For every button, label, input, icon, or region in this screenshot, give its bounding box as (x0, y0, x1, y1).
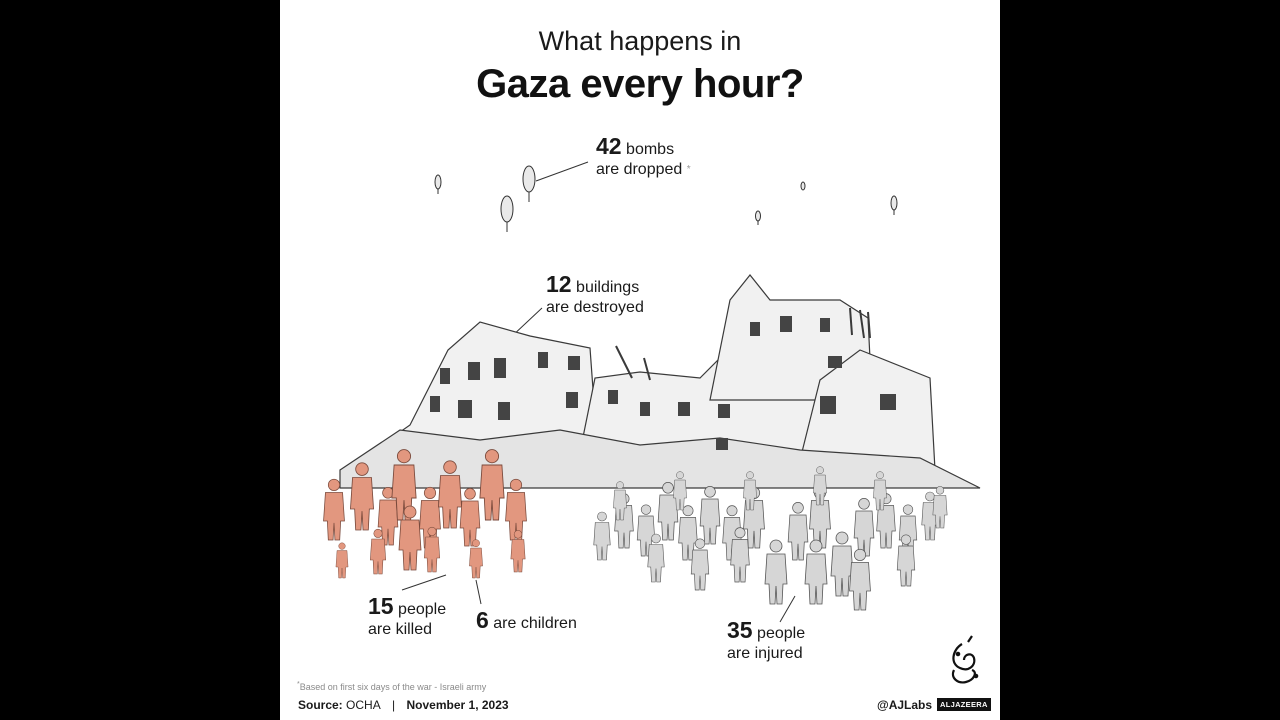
injured-people-group (593, 466, 948, 611)
killed-stat: 15 people are killed (368, 593, 447, 640)
person-figure (932, 486, 948, 529)
buildings-stat: 12 buildings are destroyed (546, 271, 644, 318)
person-figure (730, 527, 750, 583)
person-figure (678, 505, 698, 561)
leader-line-killed (401, 574, 447, 591)
person-figure (743, 471, 757, 511)
person-figure (479, 449, 505, 521)
children-stat: 6 are children (476, 607, 577, 634)
children-number: 6 (476, 607, 489, 633)
person-figure (804, 539, 828, 605)
person-figure (764, 539, 788, 605)
leader-line-children (475, 579, 482, 605)
footnote-text: Based on first six days of the war - Isr… (299, 682, 487, 692)
source-date: November 1, 2023 (406, 698, 509, 712)
injured-stat: 35 people are injured (727, 617, 806, 664)
person-figure (673, 471, 687, 511)
person-figure (787, 502, 809, 561)
injured-label: people (757, 625, 806, 642)
source-label: Source: (298, 698, 343, 712)
source-line: Source: OCHA | November 1, 2023 (298, 698, 509, 712)
bombs-footnote-marker: * (686, 164, 691, 175)
ruined-buildings (339, 274, 981, 489)
killed-label: people (398, 601, 447, 618)
person-figure (323, 478, 345, 541)
killed-subtext: are killed (368, 621, 433, 638)
footnote: *Based on first six days of the war - Is… (297, 681, 486, 692)
illustration (323, 161, 981, 684)
leader-line-injured (779, 595, 796, 623)
person-figure (459, 488, 481, 547)
person-figure (510, 530, 526, 573)
ajlabs-handle: @AJLabs (877, 698, 933, 712)
bombs-stat: 42 bombs are dropped * (596, 133, 691, 180)
person-figure (876, 493, 896, 549)
person-figure (438, 460, 462, 529)
killed-people-group (323, 449, 527, 579)
title-line-2: Gaza every hour? (476, 62, 804, 106)
person-figure (813, 466, 827, 506)
title-line-1: What happens in (538, 26, 742, 56)
bomb-icon (500, 195, 514, 232)
footnote-marker: * (297, 681, 300, 688)
aljazeera-logo-icon (951, 635, 979, 684)
children-label: are children (493, 615, 577, 632)
person-figure (398, 505, 422, 571)
person-figure (896, 534, 916, 587)
bomb-icon (434, 174, 442, 194)
bomb-icon (890, 195, 898, 215)
person-figure (699, 486, 721, 545)
person-figure (830, 531, 854, 597)
person-figure (853, 498, 875, 557)
buildings-label: buildings (576, 279, 640, 296)
person-figure (593, 511, 611, 561)
source-separator: | (392, 698, 396, 712)
person-figure (657, 482, 679, 541)
person-figure (873, 471, 887, 511)
person-figure (505, 478, 527, 541)
person-figure (690, 538, 710, 591)
person-figure (350, 462, 374, 531)
person-figure (424, 526, 440, 573)
person-figure (647, 533, 665, 583)
bomb-icon (755, 210, 761, 225)
killed-number: 15 (368, 593, 394, 619)
buildings-subtext: are destroyed (546, 299, 644, 316)
bomb-icon (522, 165, 536, 202)
infographic-panel: What happens in Gaza every hour? (280, 0, 1000, 720)
buildings-number: 12 (546, 271, 572, 297)
bombs-group (434, 165, 898, 232)
aljazeera-brand-label: ALJAZEERA (937, 698, 991, 711)
person-figure (377, 487, 399, 546)
person-figure (469, 539, 483, 579)
person-figure (849, 548, 871, 611)
person-figure (335, 542, 349, 579)
bombs-label: bombs (626, 141, 675, 158)
injured-subtext: are injured (727, 645, 803, 662)
person-figure (613, 481, 627, 521)
person-figure (370, 528, 386, 575)
bomb-icon (800, 181, 806, 191)
bombs-number: 42 (596, 133, 622, 159)
injured-number: 35 (727, 617, 753, 643)
person-figure (419, 486, 441, 549)
source-value: OCHA (346, 698, 381, 712)
bombs-subtext: are dropped (596, 161, 683, 178)
leader-line-bombs (535, 161, 589, 182)
